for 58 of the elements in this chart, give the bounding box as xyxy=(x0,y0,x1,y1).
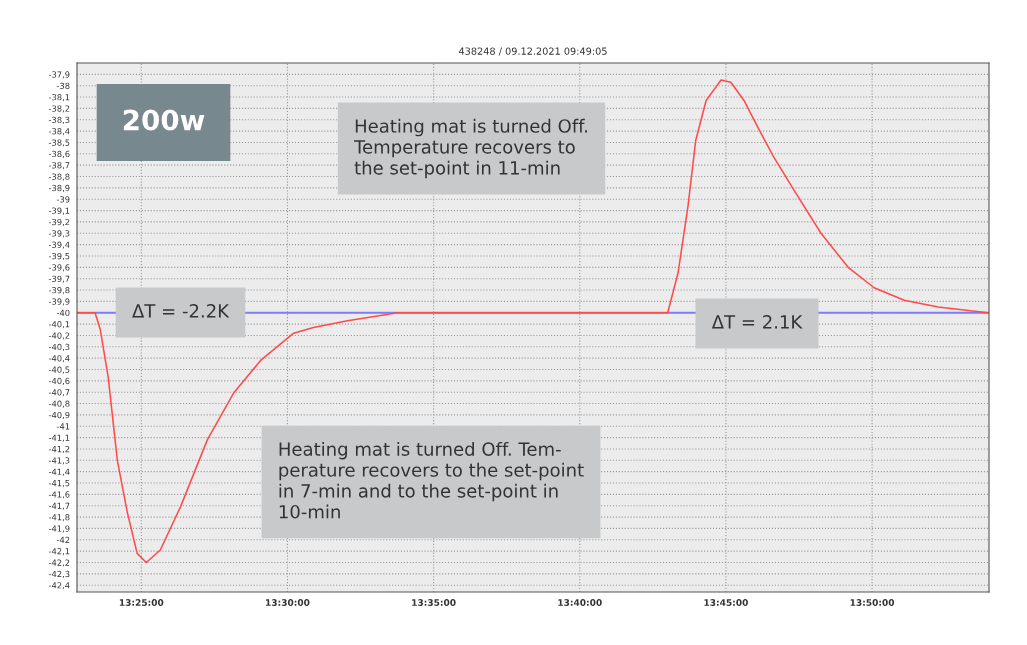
y-tick-label: -40,1 xyxy=(48,321,70,329)
x-tick-label: 13:30:00 xyxy=(266,599,310,606)
y-tick-label: -41 xyxy=(56,423,70,430)
annotation: 200w xyxy=(123,109,205,131)
y-tick-label: -39,7 xyxy=(48,275,70,283)
y-tick-label: -39,4 xyxy=(48,241,70,249)
y-tick-label: -41,8 xyxy=(48,514,70,522)
y-tick-label: -38,9 xyxy=(48,184,70,193)
y-tick-label: -42,3 xyxy=(48,570,70,578)
y-tick-label: -39,3 xyxy=(48,230,70,238)
y-tick-label: -40,4 xyxy=(48,355,70,363)
x-tick-label: 13:40:00 xyxy=(558,599,602,606)
annotation: ΔT = -2.2K xyxy=(132,304,230,318)
y-tick-label: -39 xyxy=(56,196,70,203)
y-tick-label: -39,1 xyxy=(48,207,70,215)
y-tick-label: -41,2 xyxy=(48,445,70,454)
y-tick-label: -38 xyxy=(56,82,70,89)
annotation: Heating mat is turned Off. Temperature recovers to the set-point in 11-min xyxy=(354,118,587,179)
y-tick-label: -38,2 xyxy=(48,105,70,113)
y-tick-label: -40,7 xyxy=(48,389,70,397)
y-tick-label: -40,8 xyxy=(48,400,70,408)
y-tick-label: -40,6 xyxy=(48,377,70,385)
y-tick-label: -41,3 xyxy=(48,457,70,465)
chart-title: 438248 / 09.12.2021 09:49:05 xyxy=(458,47,607,56)
y-tick-label: -42,4 xyxy=(48,582,70,590)
x-tick-label: 13:45:00 xyxy=(704,599,748,606)
y-tick-label: -38,7 xyxy=(48,162,70,170)
y-tick-label: -40,3 xyxy=(48,343,70,351)
y-tick-label: -38,4 xyxy=(48,128,70,136)
annotation: ΔT = 2.1K xyxy=(711,315,803,329)
y-tick-label: -41,1 xyxy=(48,434,70,442)
x-tick-label: 13:35:00 xyxy=(412,599,456,606)
annotation: Heating mat is turned Off. Tem- perature recovers to the set-point in 7-min and to the set-point in 10-min xyxy=(279,441,584,519)
y-tick-label: -38,3 xyxy=(48,116,70,124)
y-tick-label: -40,5 xyxy=(48,366,70,374)
y-tick-label: -39,9 xyxy=(48,298,70,306)
y-tick-label: -37,9 xyxy=(48,71,70,79)
x-tick-label: 13:50:00 xyxy=(850,599,895,606)
y-tick-label: -39,6 xyxy=(48,264,70,272)
y-tick-label: -39,5 xyxy=(48,252,70,261)
y-tick-label: -39,2 xyxy=(48,218,70,227)
y-tick-label: -41,6 xyxy=(48,491,70,499)
y-tick-label: -40,9 xyxy=(48,411,70,420)
x-tick-label: 13:25:00 xyxy=(119,599,164,606)
y-tick-label: -38,8 xyxy=(48,173,70,181)
y-tick-label: -40 xyxy=(56,309,70,317)
y-tick-label: -38,1 xyxy=(48,94,70,102)
y-tick-label: -42 xyxy=(56,536,70,543)
y-tick-label: -38,6 xyxy=(48,150,70,158)
y-tick-label: -42,1 xyxy=(48,548,70,556)
y-tick-label: -38,5 xyxy=(48,139,70,147)
y-tick-label: -41,9 xyxy=(48,525,70,533)
y-tick-label: -41,5 xyxy=(48,480,70,488)
y-tick-label: -40,2 xyxy=(48,332,70,340)
y-tick-label: -41,7 xyxy=(48,502,70,510)
y-tick-label: -39,8 xyxy=(48,287,70,295)
y-tick-label: -42,2 xyxy=(48,559,70,567)
y-tick-label: -41,4 xyxy=(48,468,70,476)
